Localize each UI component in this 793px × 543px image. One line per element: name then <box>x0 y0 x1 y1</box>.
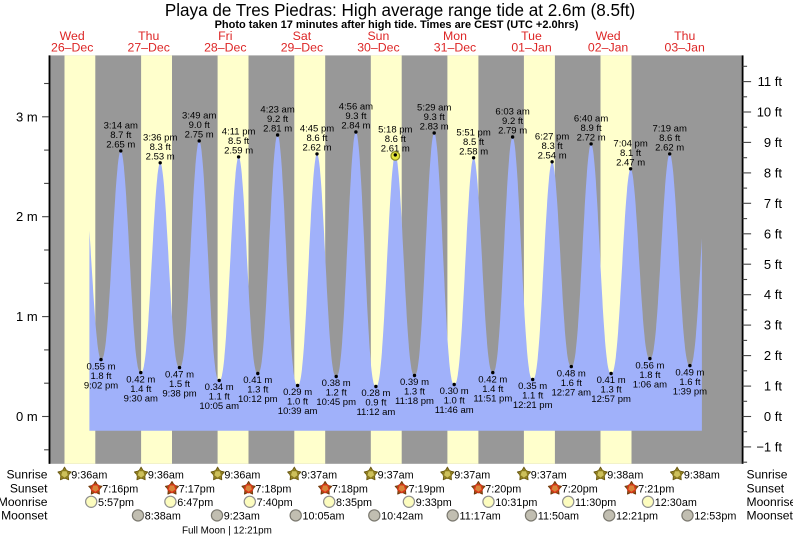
svg-text:1 ft: 1 ft <box>764 379 782 394</box>
svg-text:9:02 pm: 9:02 pm <box>84 380 118 391</box>
svg-text:7:20pm: 7:20pm <box>562 484 598 496</box>
svg-text:9:37am: 9:37am <box>454 469 490 481</box>
svg-text:5:57pm: 5:57pm <box>98 497 134 509</box>
svg-text:9:36am: 9:36am <box>148 469 184 481</box>
svg-text:2.72 m: 2.72 m <box>577 133 606 144</box>
svg-text:1 m: 1 m <box>16 309 38 324</box>
svg-text:6:47pm: 6:47pm <box>177 497 213 509</box>
svg-text:03–Jan: 03–Jan <box>665 40 706 54</box>
svg-text:7 ft: 7 ft <box>764 196 782 211</box>
svg-text:31–Dec: 31–Dec <box>434 40 476 54</box>
svg-text:9:37am: 9:37am <box>531 469 567 481</box>
svg-text:29–Dec: 29–Dec <box>281 40 323 54</box>
svg-text:1:06 am: 1:06 am <box>633 379 667 390</box>
svg-text:10:31pm: 10:31pm <box>495 497 537 509</box>
svg-text:9:38am: 9:38am <box>684 469 720 481</box>
svg-text:Playa de Tres Piedras: High av: Playa de Tres Piedras: High average rang… <box>165 1 635 20</box>
svg-text:2.79 m: 2.79 m <box>498 126 527 137</box>
svg-text:3 ft: 3 ft <box>764 318 782 333</box>
svg-text:Moonset: Moonset <box>1 509 48 523</box>
svg-text:11:12 am: 11:12 am <box>356 407 395 418</box>
svg-text:2.47 m: 2.47 m <box>616 157 645 168</box>
svg-text:Sunset: Sunset <box>10 482 48 496</box>
svg-text:0 ft: 0 ft <box>764 409 782 424</box>
svg-text:7:17pm: 7:17pm <box>179 484 215 496</box>
svg-text:12:21pm: 12:21pm <box>616 511 658 523</box>
svg-text:9:37am: 9:37am <box>378 469 414 481</box>
svg-text:1:39 pm: 1:39 pm <box>673 386 707 397</box>
svg-text:9:30 am: 9:30 am <box>124 393 158 404</box>
svg-text:11:50am: 11:50am <box>538 511 579 523</box>
svg-text:2.65 m: 2.65 m <box>106 140 135 151</box>
svg-text:12:27 am: 12:27 am <box>551 387 591 398</box>
svg-text:Moonrise: Moonrise <box>0 495 48 509</box>
svg-text:2.81 m: 2.81 m <box>263 124 292 135</box>
svg-text:7:16pm: 7:16pm <box>102 484 138 496</box>
svg-text:9 ft: 9 ft <box>764 135 782 150</box>
svg-text:7:19pm: 7:19pm <box>409 484 445 496</box>
svg-text:2.54 m: 2.54 m <box>538 150 567 161</box>
svg-text:9:36am: 9:36am <box>224 469 260 481</box>
svg-text:12:53pm: 12:53pm <box>694 511 736 523</box>
svg-text:10:42am: 10:42am <box>381 511 423 523</box>
svg-text:2.58 m: 2.58 m <box>459 146 488 157</box>
svg-text:8 ft: 8 ft <box>764 165 782 180</box>
svg-text:12:30am: 12:30am <box>655 497 697 509</box>
svg-text:−1 ft: −1 ft <box>756 439 782 454</box>
svg-text:9:33pm: 9:33pm <box>416 497 452 509</box>
svg-text:2 ft: 2 ft <box>764 348 782 363</box>
svg-text:10:45 pm: 10:45 pm <box>316 397 356 408</box>
svg-text:30–Dec: 30–Dec <box>357 40 399 54</box>
svg-text:Full Moon | 12:21pm: Full Moon | 12:21pm <box>182 526 272 537</box>
svg-text:01–Jan: 01–Jan <box>511 40 552 54</box>
svg-text:11:18 pm: 11:18 pm <box>395 396 434 407</box>
svg-text:10:05am: 10:05am <box>303 511 345 523</box>
svg-text:4 ft: 4 ft <box>764 287 782 302</box>
svg-text:11:46 am: 11:46 am <box>435 405 474 416</box>
svg-text:6 ft: 6 ft <box>764 226 782 241</box>
svg-text:7:18pm: 7:18pm <box>255 484 291 496</box>
svg-text:10:05 am: 10:05 am <box>199 401 239 412</box>
svg-text:28–Dec: 28–Dec <box>204 40 246 54</box>
svg-text:11:17am: 11:17am <box>460 511 501 523</box>
svg-text:Moonrise: Moonrise <box>747 495 793 509</box>
svg-text:9:38am: 9:38am <box>607 469 643 481</box>
svg-text:Sunset: Sunset <box>747 482 785 496</box>
svg-text:2.75 m: 2.75 m <box>185 130 214 141</box>
svg-text:10 ft: 10 ft <box>757 105 783 120</box>
svg-text:9:38 pm: 9:38 pm <box>162 388 196 399</box>
svg-text:12:21 pm: 12:21 pm <box>513 400 553 411</box>
svg-text:10:12 pm: 10:12 pm <box>238 394 278 405</box>
svg-text:7:21pm: 7:21pm <box>638 484 674 496</box>
svg-text:11:51 pm: 11:51 pm <box>473 393 512 404</box>
svg-text:2.62 m: 2.62 m <box>655 143 684 154</box>
svg-text:10:39 am: 10:39 am <box>278 406 318 417</box>
svg-text:7:18pm: 7:18pm <box>332 484 368 496</box>
svg-text:26–Dec: 26–Dec <box>51 40 93 54</box>
svg-text:Moonset: Moonset <box>747 509 793 523</box>
svg-text:11 ft: 11 ft <box>758 74 783 89</box>
svg-text:9:37am: 9:37am <box>301 469 337 481</box>
svg-text:8:35pm: 8:35pm <box>336 497 372 509</box>
svg-text:7:40pm: 7:40pm <box>257 497 293 509</box>
svg-text:11:30pm: 11:30pm <box>575 497 616 509</box>
svg-text:2.53 m: 2.53 m <box>146 151 175 162</box>
svg-text:2.62 m: 2.62 m <box>302 143 331 154</box>
svg-text:2.83 m: 2.83 m <box>420 122 449 133</box>
svg-text:3 m: 3 m <box>16 109 38 124</box>
svg-text:7:20pm: 7:20pm <box>485 484 521 496</box>
svg-text:9:23am: 9:23am <box>224 511 260 523</box>
svg-text:5 ft: 5 ft <box>764 257 782 272</box>
svg-text:9:36am: 9:36am <box>71 469 107 481</box>
svg-text:12:57 pm: 12:57 pm <box>591 394 631 405</box>
svg-text:02–Jan: 02–Jan <box>588 40 629 54</box>
svg-text:2.84 m: 2.84 m <box>341 121 370 132</box>
svg-text:2.59 m: 2.59 m <box>224 146 253 157</box>
svg-text:0 m: 0 m <box>16 409 38 424</box>
svg-text:Sunrise: Sunrise <box>747 467 788 481</box>
svg-text:2 m: 2 m <box>16 209 38 224</box>
svg-text:8:38am: 8:38am <box>145 511 181 523</box>
svg-text:27–Dec: 27–Dec <box>128 40 170 54</box>
svg-text:Sunrise: Sunrise <box>6 467 47 481</box>
